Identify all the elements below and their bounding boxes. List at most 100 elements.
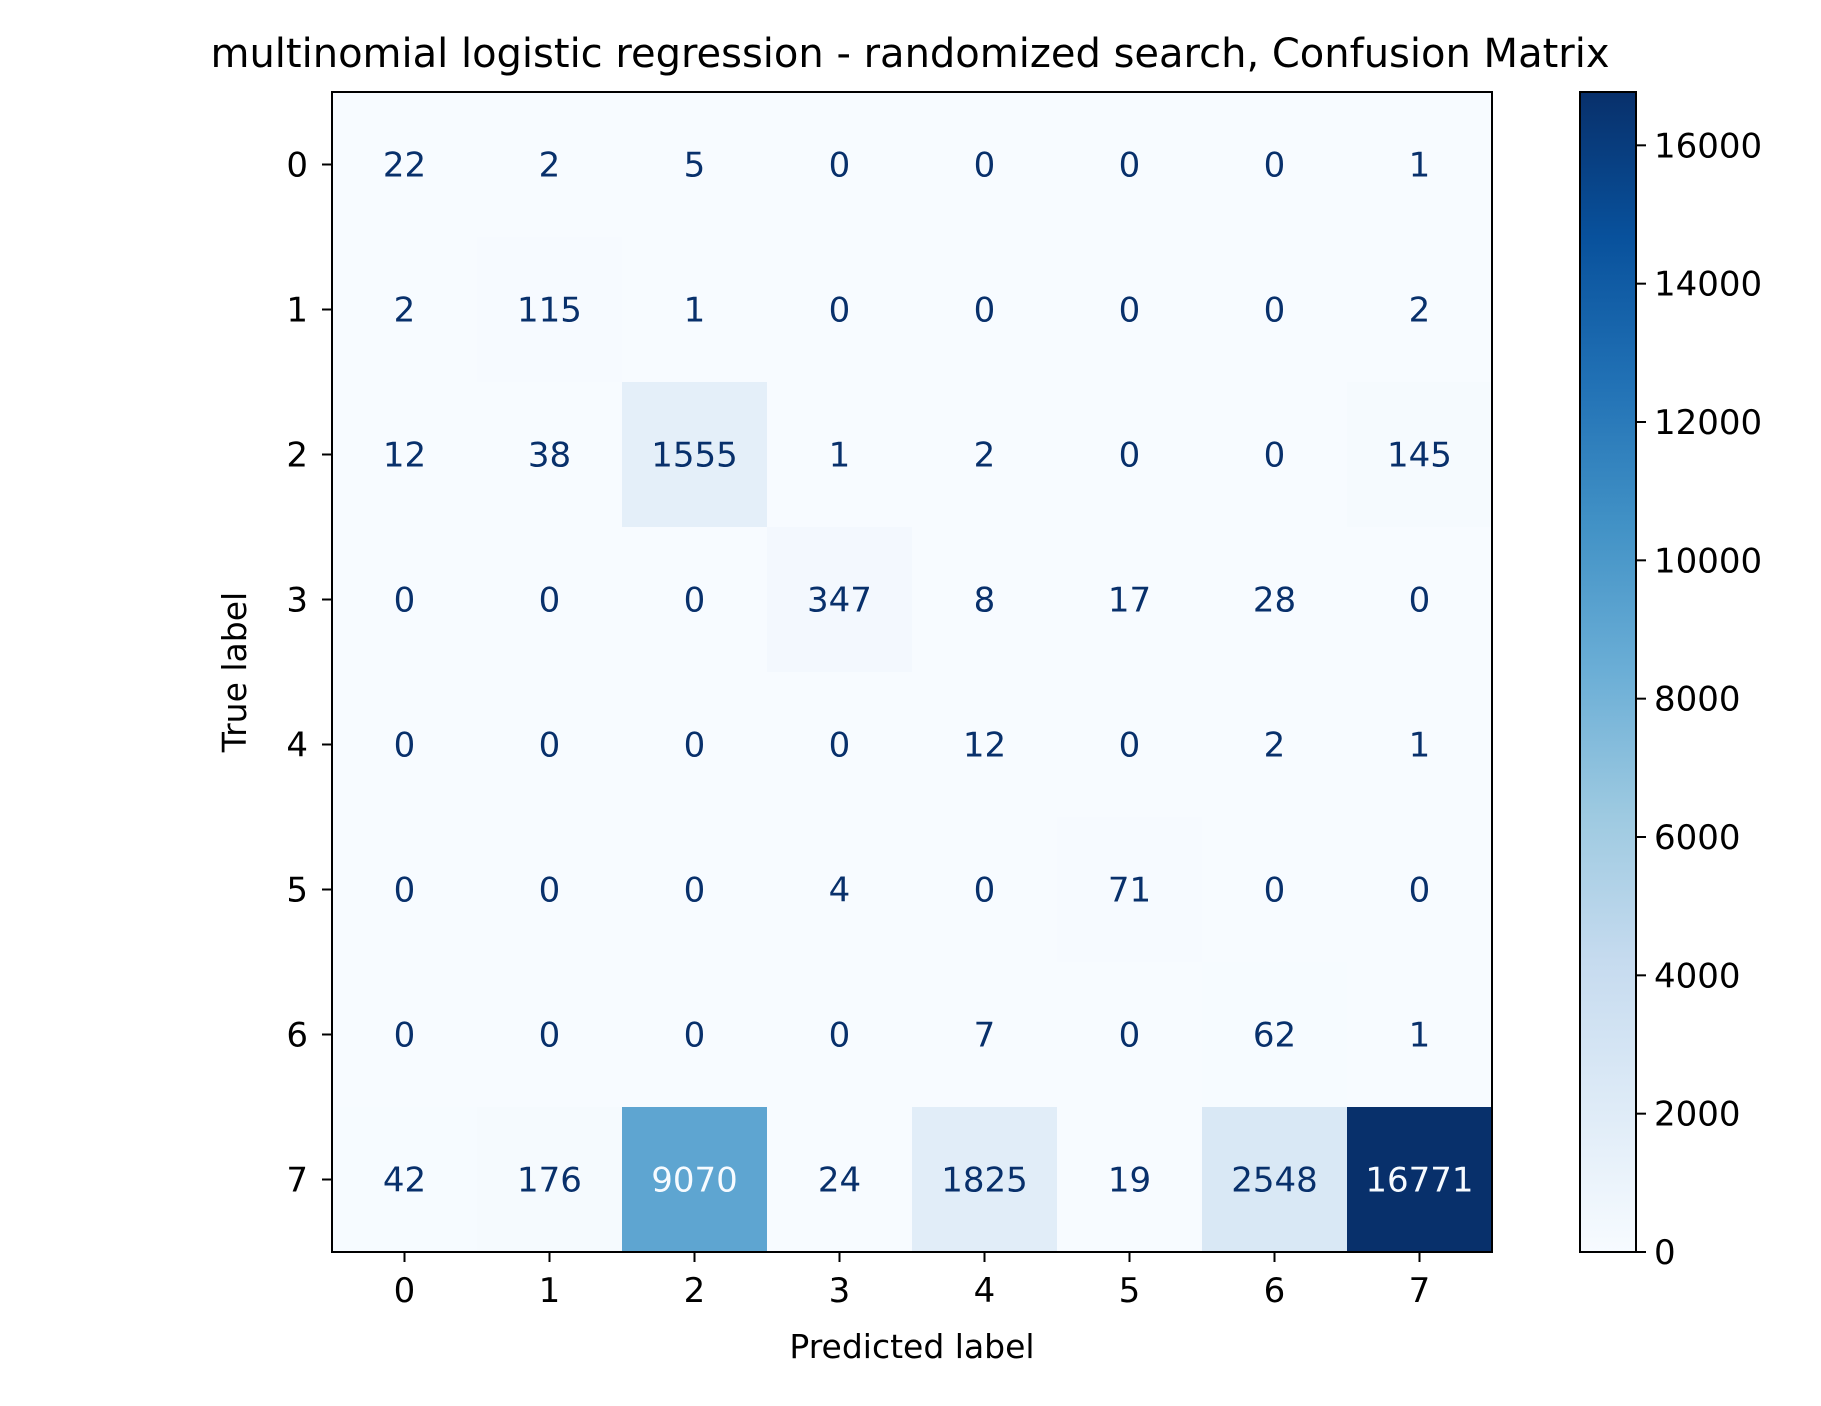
- y-tick-label: 0: [286, 146, 308, 186]
- cell-value-label: 9070: [651, 1161, 738, 1201]
- heatmap-cell: [912, 962, 1058, 1108]
- heatmap-cell: [332, 527, 478, 673]
- cell-value-label: 0: [1119, 436, 1141, 476]
- heatmap-cell: [1347, 527, 1493, 673]
- heatmap-cell: [332, 672, 478, 818]
- heatmap-cell: [912, 237, 1058, 383]
- x-tick-label: 0: [394, 1271, 416, 1311]
- cell-value-label: 4: [829, 871, 851, 911]
- cell-value-label: 0: [394, 1016, 416, 1056]
- cell-value-label: 0: [1264, 291, 1286, 331]
- cell-value-label: 28: [1253, 581, 1296, 621]
- heatmap-cell: [622, 527, 768, 673]
- y-tick-label: 5: [286, 871, 308, 911]
- heatmap-cell: [332, 1107, 478, 1253]
- x-tick-label: 7: [1409, 1271, 1431, 1311]
- y-tick-label: 6: [286, 1016, 308, 1056]
- heatmap-cell: [767, 237, 913, 383]
- cell-value-label: 0: [1119, 146, 1141, 186]
- heatmap-cell: [1202, 672, 1348, 818]
- colorbar-tick-label: 14000: [1654, 265, 1762, 305]
- cell-value-label: 0: [1264, 436, 1286, 476]
- heatmap-cell: [1347, 1107, 1493, 1253]
- cell-value-label: 0: [1264, 146, 1286, 186]
- heatmap-cell: [477, 962, 623, 1108]
- heatmap-cell: [1202, 237, 1348, 383]
- heatmap-cell: [767, 1107, 913, 1253]
- cell-value-label: 0: [1119, 291, 1141, 331]
- heatmap-cell: [622, 1107, 768, 1253]
- y-tick-label: 7: [286, 1161, 308, 1201]
- cell-value-label: 0: [684, 581, 706, 621]
- x-axis-label: Predicted label: [789, 1327, 1034, 1366]
- y-axis: 0 1 2 3 4 5 6 7: [286, 146, 332, 1201]
- heatmap-cell: [767, 817, 913, 963]
- cell-value-label: 0: [539, 726, 561, 766]
- y-tick-label: 3: [286, 581, 308, 621]
- heatmap-cell: [1202, 1107, 1348, 1253]
- heatmap-cell: [622, 817, 768, 963]
- cell-value-label: 1825: [941, 1161, 1028, 1201]
- cell-value-label: 1555: [651, 436, 738, 476]
- cell-value-label: 0: [394, 726, 416, 766]
- cell-value-label: 0: [829, 1016, 851, 1056]
- cell-value-label: 17: [1108, 581, 1151, 621]
- heatmap-cell: [912, 382, 1058, 528]
- cell-value-label: 0: [829, 291, 851, 331]
- heatmap-cell: [1347, 92, 1493, 238]
- heatmap-cell: [332, 92, 478, 238]
- heatmap-cell: [332, 237, 478, 383]
- cell-value-label: 16771: [1365, 1161, 1473, 1201]
- cell-value-label: 0: [1119, 726, 1141, 766]
- heatmap-cell: [1057, 1107, 1203, 1253]
- heatmap-cell: [1202, 527, 1348, 673]
- cell-value-label: 42: [383, 1161, 426, 1201]
- x-tick-label: 2: [684, 1271, 706, 1311]
- cell-value-label: 0: [829, 726, 851, 766]
- heatmap-cell: [477, 672, 623, 818]
- cell-value-label: 0: [539, 1016, 561, 1056]
- cell-value-label: 24: [818, 1161, 861, 1201]
- cell-value-label: 38: [528, 436, 571, 476]
- cell-value-label: 0: [829, 146, 851, 186]
- heatmap-cell: [1347, 237, 1493, 383]
- cell-value-label: 0: [394, 581, 416, 621]
- cell-value-label: 2: [539, 146, 561, 186]
- colorbar-tick-label: 4000: [1654, 956, 1741, 996]
- heatmap-cell: [912, 1107, 1058, 1253]
- cell-value-label: 2: [1264, 726, 1286, 766]
- heatmap-cell: [767, 527, 913, 673]
- y-tick-label: 1: [286, 291, 308, 331]
- y-axis-label: True label: [215, 592, 254, 753]
- heatmap-cell: [332, 962, 478, 1108]
- y-tick-label: 2: [286, 436, 308, 476]
- heatmap-cell: [477, 1107, 623, 1253]
- colorbar-tick-label: 12000: [1654, 403, 1762, 443]
- heatmap-cell: [1057, 962, 1203, 1108]
- heatmap-cell: [1347, 962, 1493, 1108]
- heatmap-cell: [1202, 817, 1348, 963]
- heatmap-cell: [1057, 92, 1203, 238]
- cell-value-label: 8: [974, 581, 996, 621]
- heatmap-cell: [1057, 237, 1203, 383]
- cell-value-label: 0: [539, 871, 561, 911]
- chart-title: multinomial logistic regression - random…: [210, 31, 1609, 77]
- heatmap-cell: [622, 237, 768, 383]
- heatmap-cell: [332, 817, 478, 963]
- cell-value-label: 0: [539, 581, 561, 621]
- heatmap-cell: [767, 382, 913, 528]
- cell-value-label: 0: [1264, 871, 1286, 911]
- heatmap-cell: [477, 527, 623, 673]
- colorbar-tick-label: 2000: [1654, 1095, 1741, 1135]
- plot-frame: [331, 91, 1493, 1253]
- cell-value-label: 12: [383, 436, 426, 476]
- heatmap-cell: [1057, 527, 1203, 673]
- cell-value-label: 0: [974, 871, 996, 911]
- cell-value-label: 176: [517, 1161, 582, 1201]
- heatmap-cell: [1347, 672, 1493, 818]
- y-tick-label: 4: [286, 726, 308, 766]
- cell-value-label: 0: [684, 871, 706, 911]
- x-axis: 0 1 2 3 4 5 6 7: [394, 1252, 1431, 1311]
- cell-value-label: 5: [684, 146, 706, 186]
